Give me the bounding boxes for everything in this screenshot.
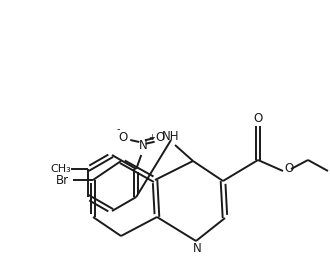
Text: O: O — [156, 130, 165, 143]
Text: CH₃: CH₃ — [50, 164, 71, 174]
Text: O: O — [118, 130, 128, 143]
Text: Br: Br — [55, 173, 69, 187]
Text: N: N — [193, 242, 201, 254]
Text: +: + — [148, 133, 155, 142]
Text: O: O — [284, 163, 294, 175]
Text: O: O — [253, 111, 263, 125]
Text: N: N — [139, 138, 148, 152]
Text: NH: NH — [162, 130, 180, 143]
Text: -: - — [116, 124, 120, 134]
